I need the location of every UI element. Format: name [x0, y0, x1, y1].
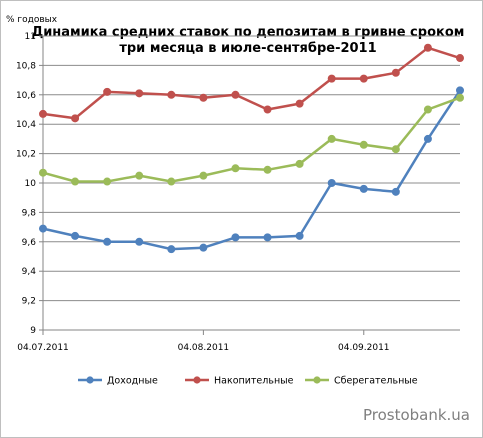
data-point — [103, 87, 112, 96]
series-lines — [39, 43, 464, 254]
data-point — [167, 177, 176, 186]
data-point — [231, 164, 240, 173]
data-point — [455, 93, 464, 102]
data-point — [167, 245, 176, 254]
y-tick-label: 10,8 — [16, 61, 36, 71]
data-point — [263, 233, 272, 242]
watermark: Prostobank.ua — [363, 406, 470, 424]
series-line — [42, 96, 461, 183]
data-point — [295, 159, 304, 168]
legend-marker — [193, 376, 201, 384]
y-tick-label: 10,2 — [16, 150, 36, 160]
y-tick-label: 10,6 — [16, 91, 36, 101]
data-point — [423, 134, 432, 143]
data-point — [39, 109, 48, 118]
legend-label: Накопительные — [214, 376, 294, 387]
data-point — [455, 86, 464, 95]
y-tick-label: 9,2 — [22, 297, 36, 307]
data-point — [455, 54, 464, 63]
data-point — [359, 140, 368, 149]
data-point — [295, 231, 304, 240]
y-tick-label: 11 — [25, 32, 36, 42]
legend-marker — [86, 376, 94, 384]
data-point — [71, 177, 80, 186]
data-point — [231, 233, 240, 242]
data-point — [167, 90, 176, 99]
data-point — [39, 224, 48, 233]
data-point — [135, 89, 144, 98]
y-tick-label: 10,4 — [16, 120, 36, 130]
gridlines — [43, 35, 460, 302]
data-point — [103, 237, 112, 246]
data-point — [327, 134, 336, 143]
data-point — [39, 168, 48, 177]
y-tick-label: 9,6 — [22, 238, 37, 248]
x-tick-label: 04.09.2011 — [338, 343, 390, 353]
legend-label: Сберегательные — [334, 376, 418, 387]
x-tick-label: 04.07.2011 — [17, 343, 69, 353]
legend: Доходные Накопительные Сберегательные — [78, 376, 418, 387]
data-point — [199, 243, 208, 252]
y-tick-label: 10 — [25, 179, 37, 189]
data-point — [359, 184, 368, 193]
data-point — [391, 145, 400, 154]
data-point — [391, 187, 400, 196]
data-point — [135, 237, 144, 246]
data-point — [263, 105, 272, 114]
data-point — [135, 171, 144, 180]
data-point — [231, 90, 240, 99]
data-point — [71, 114, 80, 123]
data-point — [199, 171, 208, 180]
y-tick-labels: 9 9,2 9,4 9,6 9,8 10 10,2 10,4 10,6 10,8 11 — [16, 32, 36, 336]
series-line — [42, 46, 461, 120]
x-tick-label: 04.08.2011 — [178, 343, 230, 353]
legend-marker — [313, 376, 321, 384]
chart-title: Динамика средних ставок по депозитам в г… — [32, 25, 465, 40]
data-point — [71, 231, 80, 240]
data-point — [295, 99, 304, 108]
y-tick-label: 9,8 — [22, 208, 37, 218]
chart-subtitle: три месяца в июле-сентябре-2011 — [119, 41, 376, 56]
data-point — [359, 74, 368, 83]
data-point — [199, 93, 208, 102]
data-point — [423, 105, 432, 114]
series-line — [42, 89, 462, 251]
data-point — [263, 165, 272, 174]
y-tick-label: 9,4 — [22, 267, 37, 277]
data-point — [423, 43, 432, 52]
data-point — [391, 68, 400, 77]
data-point — [103, 177, 112, 186]
y-axis-label: % годовых — [6, 15, 58, 25]
legend-label: Доходные — [107, 376, 158, 387]
y-tick-label: 9 — [30, 326, 36, 336]
data-point — [327, 74, 336, 83]
axes — [39, 35, 460, 335]
data-point — [327, 178, 336, 187]
